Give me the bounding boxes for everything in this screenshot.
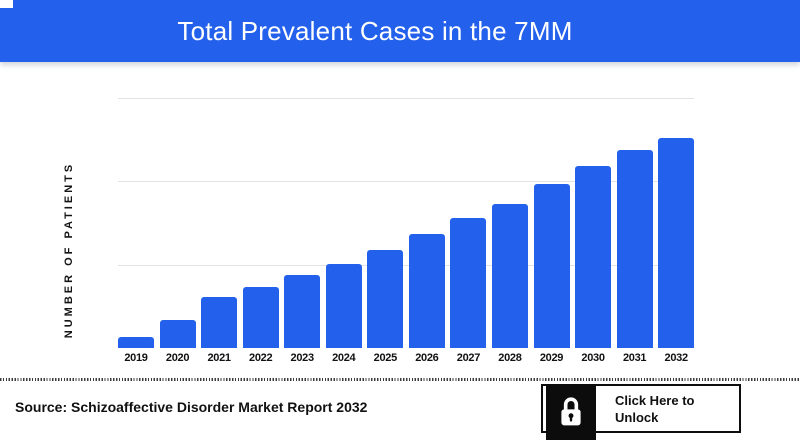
bar-2032 [658,138,695,348]
x-tick-2027: 2027 [456,352,481,364]
unlock-button[interactable]: Click Here to Unlock [541,384,741,440]
bar-2030 [575,166,612,348]
chart-title: Total Prevalent Cases in the 7MM [177,15,573,46]
gridline [118,181,694,183]
bar-2021 [201,297,238,348]
corner-notch [0,0,13,8]
bar-2022 [242,287,279,348]
bar-2023 [284,275,321,348]
dotted-divider [0,378,800,381]
bar-2031 [616,150,653,348]
unlock-button-label: Click Here to Unlock [615,392,694,426]
lock-tile [546,384,596,440]
bar-2026 [408,234,445,348]
x-tick-2020: 2020 [165,352,190,364]
bar-2019 [118,337,154,348]
x-tick-2024: 2024 [332,352,356,364]
x-tick-2025: 2025 [373,352,398,364]
bar-2028 [491,204,528,348]
y-axis-label: NUMBER OF PATIENTS [63,161,75,339]
bar-2025 [367,250,404,348]
bar-chart-plot-area: 2019 2020 2021 2022 2023 2024 2025 2026 2027 2028… [118,98,695,364]
x-tick-2021: 2021 [207,352,231,364]
x-tick-2031: 2031 [622,352,647,364]
header-banner: Total Prevalent Cases in the 7MM [0,0,800,62]
x-tick-2026: 2026 [415,352,439,364]
bar-2029 [533,184,570,348]
gridline [118,264,694,266]
unlock-label-line2: Unlock [615,410,659,425]
bar-2024 [325,264,362,348]
gridline [118,98,694,99]
x-tick-2028: 2028 [498,352,522,364]
source-text: Source: Schizoaffective Disorder Market … [15,399,368,415]
bar-2027 [450,218,487,348]
lock-icon [561,397,581,426]
x-tick-2030: 2030 [581,352,605,364]
x-tick-2019: 2019 [124,352,148,364]
bar-2020 [159,320,196,348]
x-tick-2022: 2022 [249,352,273,364]
unlock-label-line1: Click Here to [615,393,695,408]
x-tick-2032: 2032 [664,352,689,364]
x-tick-2029: 2029 [539,352,564,364]
x-tick-2023: 2023 [290,352,315,364]
